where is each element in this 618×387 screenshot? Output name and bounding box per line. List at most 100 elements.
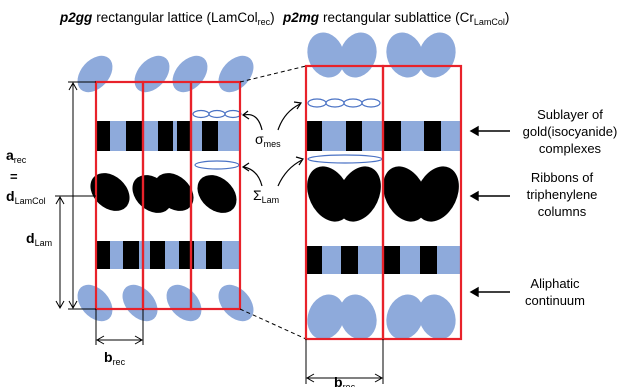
left-title-close: ) — [270, 10, 275, 25]
left-black-ellipse — [197, 175, 237, 213]
left-title-text: rectangular lattice (LamCol — [96, 10, 257, 25]
sigma-arrows — [241, 101, 304, 187]
right-black-ellipse — [415, 166, 459, 222]
right-upper-block — [384, 121, 401, 151]
right-lower-block — [341, 246, 358, 274]
right-lower-block — [384, 246, 400, 274]
sublayer-label-1: Sublayer of — [537, 107, 603, 122]
right-bottom-ellipse — [307, 294, 345, 340]
left-lower-block — [96, 241, 110, 269]
left-cell-3 — [189, 80, 242, 311]
b-rec-right-arrow — [134, 335, 144, 345]
right-cell-2 — [381, 64, 463, 341]
a-rec-arrow-up — [68, 81, 78, 91]
left-lower-block — [206, 241, 222, 269]
top-dashed-connector — [239, 65, 307, 83]
left-top-ellipse-3 — [172, 55, 208, 93]
left-lattice — [77, 55, 254, 322]
right-black-ellipse — [337, 166, 381, 222]
left-black-ellipse — [154, 173, 194, 211]
sublayer-arrowhead — [469, 125, 479, 137]
a-rec-arrow-down — [68, 300, 78, 310]
ribbons-label-1: Ribbons of — [531, 170, 594, 185]
d-lam-arrow-down — [55, 300, 65, 310]
ribbons-arrowhead — [469, 190, 479, 202]
left-top-ellipse-1 — [77, 55, 113, 93]
right-title-close: ) — [505, 10, 510, 25]
left-small-ellipse — [192, 109, 210, 119]
b-rec-left-label: brec — [104, 349, 126, 367]
dimension-lines — [55, 81, 384, 384]
bottom-dashed-connector — [239, 308, 307, 340]
right-small-ellipse — [343, 98, 363, 108]
sigma-mes-right-arrow — [277, 103, 301, 131]
equals-label: = — [10, 169, 18, 184]
sigma-lam-left-arrow — [243, 166, 263, 187]
left-small-ellipse — [224, 109, 242, 119]
aliphatic-arrowhead — [469, 286, 479, 298]
right-title: p2mg rectangular sublattice (CrLamCol) — [282, 10, 509, 27]
right-bottom-ellipse — [339, 294, 377, 340]
a-rec-label: arec — [6, 147, 27, 165]
sigma-mes-left-arrowhead — [241, 110, 250, 120]
sigma-lam-label: ΣLam — [253, 187, 279, 205]
annotation-labels: Sublayer of gold(isocyanide) complexes R… — [523, 107, 618, 308]
d-lam-label: dLam — [26, 230, 52, 248]
right-upper-block — [424, 121, 441, 151]
right-small-ellipse — [307, 98, 327, 108]
left-lower-block — [123, 241, 139, 269]
right-lower-block — [306, 246, 322, 274]
sigma-mes-label: σmes — [255, 131, 281, 149]
b-rec-left-arrow — [95, 335, 105, 345]
left-bottom-ellipse-2 — [122, 284, 158, 322]
aliphatic-label-1: Aliphatic — [530, 276, 580, 291]
right-lower-block — [420, 246, 437, 274]
right-top-ellipse — [418, 32, 456, 78]
left-top-ellipse-4 — [218, 55, 254, 93]
right-title-text: rectangular sublattice (Cr — [323, 10, 474, 25]
left-bottom-ellipse-3 — [166, 284, 202, 322]
b-rec2-right-arrow — [374, 373, 384, 383]
left-bottom-ellipse-4 — [218, 284, 254, 322]
left-title-group: p2gg — [59, 10, 93, 25]
left-upper-block — [126, 121, 142, 151]
b-rec-right-label: brec — [334, 374, 356, 387]
right-small-ellipse — [325, 98, 345, 108]
right-bottom-ellipse — [386, 294, 424, 340]
sigma-lam-left-arrowhead — [241, 162, 250, 172]
ribbons-label-3: columns — [538, 204, 587, 219]
left-upper-block — [158, 121, 173, 151]
left-flat-ellipse — [194, 160, 240, 170]
sigma-mes-right-arrowhead — [293, 101, 303, 110]
sigma-lam-right-arrowhead — [295, 156, 304, 166]
b-rec2-left-arrow — [305, 373, 315, 383]
sublayer-label-2: gold(isocyanide) — [523, 124, 618, 139]
left-upper-block — [177, 121, 191, 151]
d-lamcol-label: dLamCol — [6, 188, 46, 206]
sublayer-label-3: complexes — [539, 141, 602, 156]
right-upper-block — [346, 121, 362, 151]
left-small-ellipse — [208, 109, 226, 119]
right-upper-block — [306, 121, 322, 151]
left-title: p2gg rectangular lattice (LamColrec) — [59, 10, 275, 27]
right-top-ellipse — [339, 32, 377, 78]
right-bottom-ellipse — [418, 294, 456, 340]
left-upper-block — [202, 121, 218, 151]
right-lattice — [304, 32, 463, 341]
aliphatic-label-2: continuum — [525, 293, 585, 308]
sigma-lam-right-arrow — [277, 159, 303, 187]
annotation-arrows — [469, 125, 510, 298]
left-lower-block — [150, 241, 165, 269]
left-top-ellipse-2 — [134, 55, 170, 93]
sigma-mes-left-arrow — [243, 113, 263, 131]
right-title-group: p2mg — [282, 10, 320, 25]
d-lam-arrow-up — [55, 195, 65, 205]
left-title-sub: rec — [258, 17, 271, 27]
right-flat-ellipse — [307, 154, 383, 164]
zoom-connectors — [239, 65, 307, 340]
left-black-ellipse — [90, 173, 130, 211]
right-title-sub: LamCol — [474, 17, 505, 27]
right-small-ellipse — [361, 98, 381, 108]
ribbons-label-2: triphenylene — [527, 187, 598, 202]
